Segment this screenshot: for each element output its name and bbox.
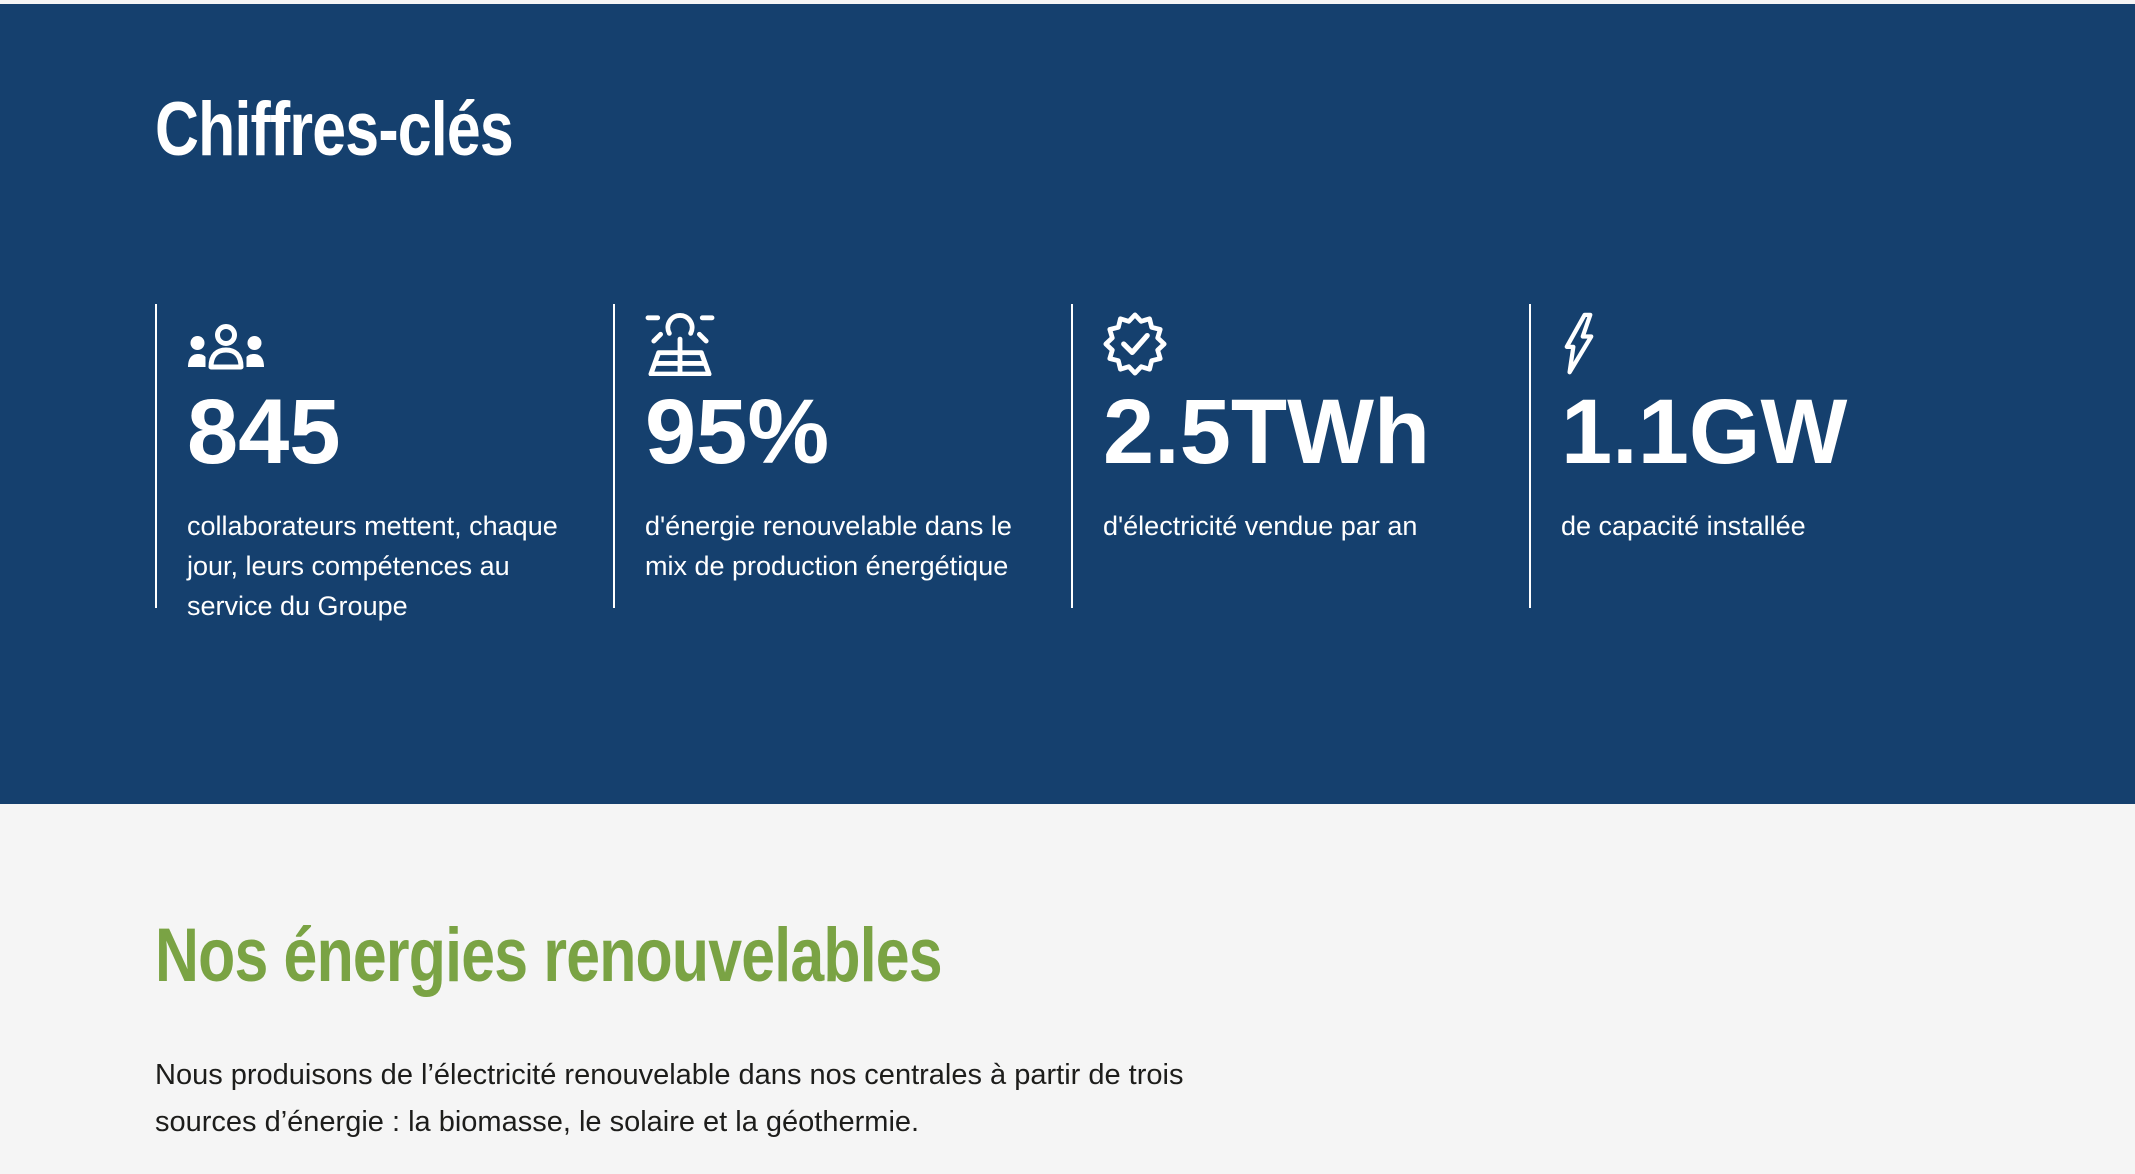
stat-value-employees: 845 — [187, 381, 341, 483]
solar-panel-icon — [645, 310, 1041, 376]
lightning-bolt-icon — [1561, 310, 1957, 376]
stat-item-electricity-sold: 2.5TWh d'électricité vendue par an — [1071, 304, 1529, 608]
stat-description-renewable-mix: d'énergie renouvelable dans le mix de pr… — [645, 511, 1012, 581]
stat-value-electricity-sold: 2.5TWh — [1103, 381, 1431, 483]
stats-row: 845 collaborateurs mettent, chaque jour,… — [155, 304, 2135, 621]
renewables-section: Nos énergies renouvelables Nous produiso… — [0, 804, 2135, 1174]
renewables-paragraph: Nous produisons de l’électricité renouve… — [155, 1059, 1184, 1138]
renewables-title: Nos énergies renouvelables — [155, 913, 943, 998]
key-figures-title: Chiffres-clés — [155, 87, 514, 172]
certified-badge-icon — [1103, 310, 1499, 376]
stat-item-installed-capacity: 1.1GW de capacité installée — [1529, 304, 1987, 608]
stat-description-installed-capacity: de capacité installée — [1561, 511, 1806, 541]
stat-value-renewable-mix: 95% — [645, 381, 830, 483]
stat-description-electricity-sold: d'électricité vendue par an — [1103, 511, 1418, 541]
stat-item-employees: 845 collaborateurs mettent, chaque jour,… — [155, 304, 613, 621]
stat-item-renewable-mix: 95% d'énergie renouvelable dans le mix d… — [613, 304, 1071, 608]
stat-description-employees: collaborateurs mettent, chaque jour, leu… — [187, 511, 558, 621]
key-figures-section: Chiffres-clés 845 collaborateurs mettent… — [0, 4, 2135, 804]
top-strip — [0, 0, 2135, 4]
stat-value-installed-capacity: 1.1GW — [1561, 381, 1848, 483]
people-group-icon — [187, 310, 583, 376]
